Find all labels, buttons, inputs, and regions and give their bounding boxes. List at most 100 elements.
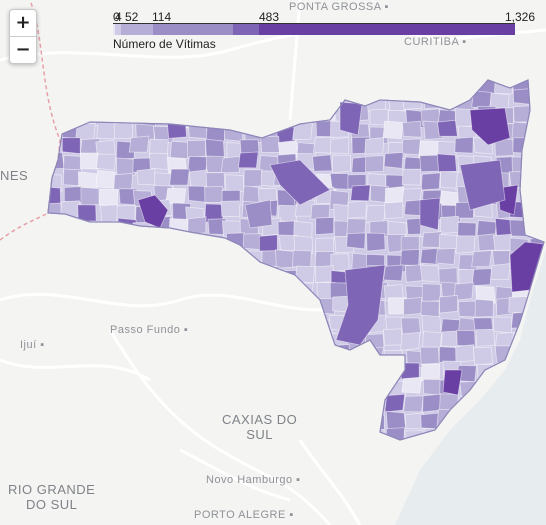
municipality-cell[interactable]	[347, 200, 367, 219]
municipality-cell[interactable]	[205, 299, 227, 319]
municipality-cell[interactable]	[365, 428, 386, 445]
municipality-cell[interactable]	[204, 185, 224, 203]
municipality-cell[interactable]	[135, 447, 154, 466]
municipality-cell[interactable]	[312, 154, 333, 172]
municipality-cell[interactable]	[277, 330, 297, 349]
municipality-cell[interactable]	[147, 412, 168, 430]
municipality-cell[interactable]	[345, 364, 366, 383]
municipality-cell[interactable]	[329, 173, 351, 190]
municipality-cell[interactable]	[151, 445, 171, 464]
municipality-cell[interactable]	[188, 311, 208, 329]
municipality-cell[interactable]	[42, 216, 63, 236]
municipality-cell[interactable]	[384, 186, 404, 203]
municipality-cell[interactable]	[41, 407, 61, 426]
municipality-cell[interactable]	[135, 93, 156, 113]
municipality-cell[interactable]	[310, 343, 330, 361]
municipality-cell[interactable]	[332, 392, 353, 410]
municipality-cell[interactable]	[279, 350, 300, 370]
municipality-cell[interactable]	[224, 334, 244, 353]
municipality-cell[interactable]	[509, 219, 530, 237]
municipality-cell[interactable]	[44, 108, 64, 127]
municipality-cell[interactable]	[348, 413, 369, 434]
municipality-cell[interactable]	[184, 75, 205, 93]
municipality-cell[interactable]	[243, 169, 263, 188]
municipality-cell[interactable]	[42, 428, 63, 445]
municipality-cell[interactable]	[421, 231, 443, 249]
municipality-cell[interactable]	[225, 108, 246, 126]
municipality-cell[interactable]	[242, 90, 263, 108]
municipality-cell[interactable]	[77, 92, 97, 110]
municipality-cell[interactable]	[242, 314, 263, 332]
municipality-cell[interactable]	[292, 249, 312, 268]
municipality-cell[interactable]	[364, 366, 385, 384]
municipality-cell[interactable]	[296, 365, 317, 383]
municipality-cell[interactable]	[151, 282, 171, 301]
municipality-cell[interactable]	[294, 72, 316, 89]
municipality-cell[interactable]	[41, 264, 61, 281]
municipality-cell[interactable]	[296, 408, 317, 427]
municipality-cell[interactable]	[80, 251, 100, 269]
municipality-cell[interactable]	[365, 204, 386, 224]
municipality-cell[interactable]	[61, 137, 81, 155]
municipality-cell[interactable]	[382, 328, 404, 346]
municipality-cell[interactable]	[169, 268, 191, 286]
municipality-cell[interactable]	[169, 168, 190, 186]
municipality-cell[interactable]	[436, 408, 458, 428]
municipality-cell[interactable]	[403, 439, 425, 457]
municipality-cell[interactable]	[384, 393, 406, 413]
municipality-cell[interactable]	[242, 77, 262, 95]
municipality-cell[interactable]	[62, 378, 83, 396]
municipality-cell[interactable]	[458, 300, 478, 318]
municipality-cell[interactable]	[220, 366, 242, 385]
municipality-cell[interactable]	[238, 301, 258, 321]
municipality-cell[interactable]	[273, 281, 295, 300]
municipality-cell[interactable]	[400, 331, 421, 351]
municipality-cell[interactable]	[257, 104, 278, 123]
municipality-cell[interactable]	[400, 248, 420, 266]
municipality-cell[interactable]	[383, 264, 404, 282]
municipality-cell[interactable]	[471, 250, 492, 268]
municipality-cell[interactable]	[187, 185, 208, 203]
municipality-cell[interactable]	[95, 79, 117, 97]
municipality-cell[interactable]	[95, 349, 115, 367]
municipality-cell[interactable]	[112, 410, 133, 429]
municipality-cell[interactable]	[258, 443, 276, 461]
municipality-cell[interactable]	[190, 350, 211, 370]
municipality-cell[interactable]	[62, 267, 84, 287]
municipality-cell[interactable]	[149, 152, 169, 170]
municipality-cell[interactable]	[383, 151, 404, 169]
municipality-cell[interactable]	[148, 252, 169, 272]
municipality-cell[interactable]	[113, 265, 134, 285]
municipality-cell[interactable]	[403, 395, 424, 413]
municipality-cell[interactable]	[99, 395, 121, 413]
municipality-cell[interactable]	[223, 299, 245, 318]
municipality-cell[interactable]	[96, 408, 117, 428]
municipality-cell[interactable]	[400, 317, 422, 336]
municipality-cell[interactable]	[333, 363, 352, 382]
municipality-cell[interactable]	[257, 363, 278, 384]
municipality-cell[interactable]	[364, 155, 385, 173]
municipality-cell[interactable]	[243, 379, 265, 399]
municipality-cell[interactable]	[435, 248, 456, 265]
municipality-cell[interactable]	[62, 444, 80, 460]
municipality-cell[interactable]	[351, 398, 372, 417]
municipality-cell[interactable]	[419, 346, 440, 366]
municipality-cell[interactable]	[43, 333, 62, 351]
municipality-cell[interactable]	[59, 413, 80, 433]
municipality-cell[interactable]	[205, 172, 226, 191]
municipality-cell[interactable]	[203, 382, 224, 402]
municipality-cell[interactable]	[274, 376, 296, 396]
municipality-cell[interactable]	[60, 315, 81, 335]
municipality-cell[interactable]	[150, 363, 170, 381]
municipality-cell[interactable]	[258, 76, 279, 93]
municipality-cell[interactable]	[114, 428, 134, 446]
municipality-cell[interactable]	[183, 107, 204, 125]
municipality-cell[interactable]	[292, 296, 312, 314]
municipality-cell[interactable]	[460, 74, 481, 91]
municipality-cell[interactable]	[184, 237, 206, 258]
municipality-cell[interactable]	[183, 380, 204, 398]
zoom-in-button[interactable]: +	[15, 12, 31, 33]
municipality-cell[interactable]	[80, 441, 98, 457]
municipality-cell[interactable]	[98, 234, 118, 252]
